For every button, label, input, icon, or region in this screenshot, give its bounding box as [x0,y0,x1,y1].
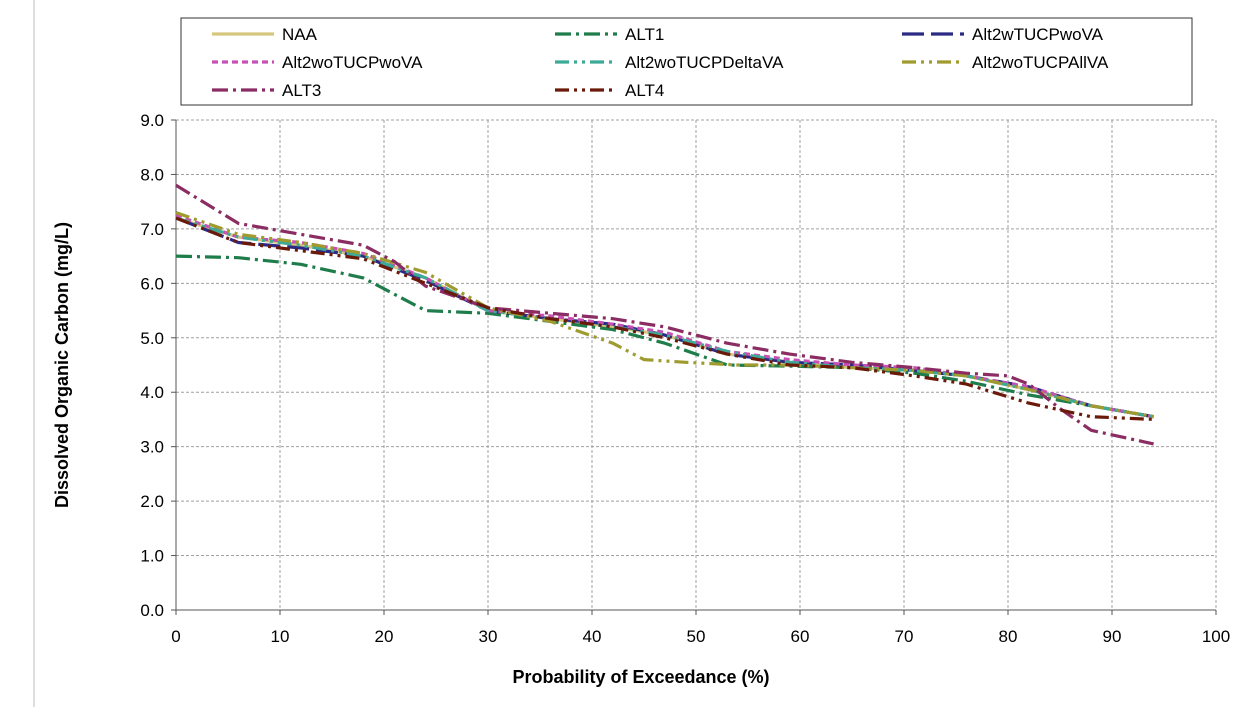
legend-label: Alt2wTUCPwoVA [972,25,1104,44]
series-line [175,211,1154,419]
legend: NAA ALT1 Alt2wTUCPwoVA Alt2woTUCPwoVA Alt2wo… [180,17,1193,106]
legend-label: Alt2woTUCPwoVA [282,53,423,72]
y-tick-label: 4.0 [140,383,164,402]
series-line [175,183,1154,446]
x-tick-label: 30 [479,627,498,646]
legend-box [180,17,1193,106]
legend-label: Alt2woTUCPDeltaVA [625,53,784,72]
series-line [175,216,1154,419]
x-tick-label: 100 [1202,627,1230,646]
legend-label: ALT4 [625,81,664,100]
series-line [175,216,1154,421]
x-axis-title: Probability of Exceedance (%) [512,667,769,687]
x-tick-label: 0 [171,627,180,646]
y-tick-label: 0.0 [140,601,164,620]
y-tick-label: 6.0 [140,274,164,293]
y-tick-label: 3.0 [140,438,164,457]
series-line [175,216,1154,419]
legend-label: ALT3 [282,81,321,100]
y-tick-label: 8.0 [140,165,164,184]
x-tick-label: 20 [375,627,394,646]
legend-label: ALT1 [625,25,664,44]
x-tick-label: 70 [895,627,914,646]
y-tick-label: 5.0 [140,329,164,348]
plot-area: 0.0 1.0 2.0 3.0 4.0 5.0 6.0 7.0 8.0 9.0 0 10 20 30 40 5… [140,111,1230,646]
legend-label: Alt2woTUCPAllVA [972,53,1109,72]
x-tick-label: 50 [687,627,706,646]
y-tick-label: 2.0 [140,492,164,511]
y-axis-title: Dissolved Organic Carbon (mg/L) [52,222,72,508]
legend-label: NAA [282,25,318,44]
x-tick-label: 10 [271,627,290,646]
x-tick-label: 60 [791,627,810,646]
series-line [175,254,1154,419]
y-tick-label: 7.0 [140,220,164,239]
x-tick-label: 80 [999,627,1018,646]
y-tick-label: 9.0 [140,111,164,130]
y-tick-label: 1.0 [140,547,164,566]
x-tick-label: 90 [1103,627,1122,646]
x-tick-label: 40 [583,627,602,646]
